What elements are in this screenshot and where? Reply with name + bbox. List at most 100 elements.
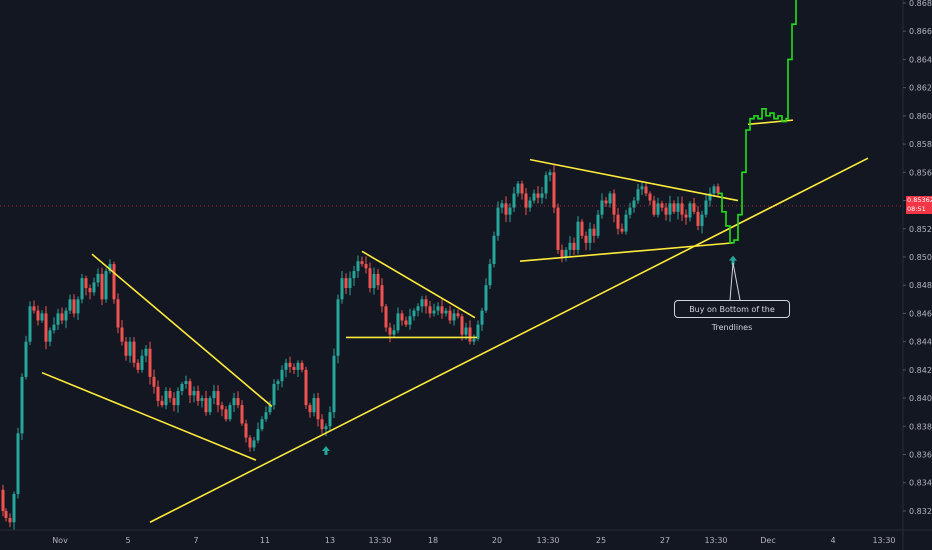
buy-arrow-1 [322, 446, 330, 456]
y-tick-label: 0.84800 [909, 281, 932, 290]
candle-body [376, 273, 380, 286]
candle-body [480, 310, 484, 325]
x-tick-label: 5 [125, 536, 130, 545]
candle-body [252, 440, 256, 448]
x-tick-label: 18 [428, 536, 438, 545]
candle-body [504, 203, 508, 215]
candle-body [352, 271, 356, 279]
candle-body [40, 313, 44, 321]
candle-body [532, 193, 536, 201]
candle-body [652, 200, 656, 215]
candle-body [528, 200, 532, 208]
candle-body [660, 203, 664, 208]
candle-body [184, 381, 188, 384]
x-tick-label: 4 [830, 536, 835, 545]
trendline-main-ascending [149, 157, 869, 523]
candle-body [596, 214, 600, 236]
candle-body [292, 367, 296, 370]
candle-body [72, 299, 76, 314]
candle-body [716, 186, 720, 194]
candle-body [664, 207, 668, 215]
candle-body [332, 355, 336, 413]
x-tick-label: 13:30 [704, 536, 727, 545]
candle-body [168, 391, 172, 399]
candle-body [120, 327, 124, 342]
y-tick-label: 0.84200 [909, 366, 932, 375]
candle-body [140, 355, 144, 370]
candle-body [240, 405, 244, 424]
y-tick-label: 0.86400 [909, 55, 932, 64]
candle-body [668, 203, 672, 215]
y-tick-label: 0.86800 [909, 0, 932, 8]
candle-body [452, 313, 456, 321]
candle-body [404, 320, 408, 325]
candle-body [416, 306, 420, 311]
candle-body [484, 285, 488, 311]
trendline-triangle2-upper [361, 250, 476, 319]
candle-body [448, 310, 452, 321]
candle-body [128, 341, 132, 356]
candle-body [640, 186, 644, 190]
candle-body [696, 211, 700, 226]
x-tick-label: Nov [52, 536, 68, 545]
candle-body [428, 306, 432, 314]
candle-body [380, 285, 384, 307]
candle-body [232, 398, 236, 406]
candle-body [508, 207, 512, 215]
buy-arrow-2 [729, 255, 737, 265]
candle-body [244, 423, 248, 438]
candle-body [556, 207, 560, 250]
y-tick-label: 0.84600 [909, 309, 932, 318]
candle-body [592, 228, 596, 236]
candle-body [624, 214, 628, 232]
candle-body [340, 278, 344, 300]
candle-body [432, 310, 436, 314]
trendline-triangle3-lower [519, 242, 734, 263]
candle-body [644, 186, 648, 194]
x-tick-label: Dec [760, 536, 775, 545]
candle-body [536, 193, 540, 198]
candle-body [88, 288, 92, 293]
candle-body [160, 400, 164, 406]
candle-body [524, 193, 528, 208]
candle-body [476, 324, 480, 339]
candle-body [700, 214, 704, 226]
candle-body [604, 200, 608, 204]
candle-body [92, 282, 96, 293]
candle-body [560, 249, 564, 257]
candle-body [316, 398, 320, 420]
candle-body [488, 264, 492, 286]
candle-body [56, 313, 60, 325]
candle-body [132, 341, 136, 363]
candle-body [108, 264, 112, 272]
candle-body [688, 203, 692, 218]
candle-body [436, 306, 440, 311]
trendline-triangle3-upper [529, 158, 739, 202]
candle-body [8, 518, 12, 523]
candle-body [600, 200, 604, 215]
candle-body [584, 235, 588, 243]
candle-body [256, 429, 260, 441]
candle-body [280, 369, 284, 382]
candle-body [264, 412, 268, 420]
candle-body [628, 207, 632, 215]
current-price-value: 0.85362 [907, 196, 932, 204]
candle-body [568, 242, 572, 250]
candle-body [304, 369, 308, 406]
candle-body [656, 203, 660, 215]
candle-body [612, 193, 616, 215]
y-tick-label: 0.83600 [909, 451, 932, 460]
candle-body [540, 193, 544, 198]
candle-body [220, 405, 224, 410]
x-tick-label: 7 [193, 536, 198, 545]
candle-body [544, 175, 548, 194]
candle-body [420, 299, 424, 307]
candle-body [588, 228, 592, 243]
y-tick-label: 0.86200 [909, 84, 932, 93]
candle-body [52, 324, 56, 331]
x-tick-label: 25 [596, 536, 606, 545]
candle-body [268, 405, 272, 413]
candle-body [224, 409, 228, 420]
